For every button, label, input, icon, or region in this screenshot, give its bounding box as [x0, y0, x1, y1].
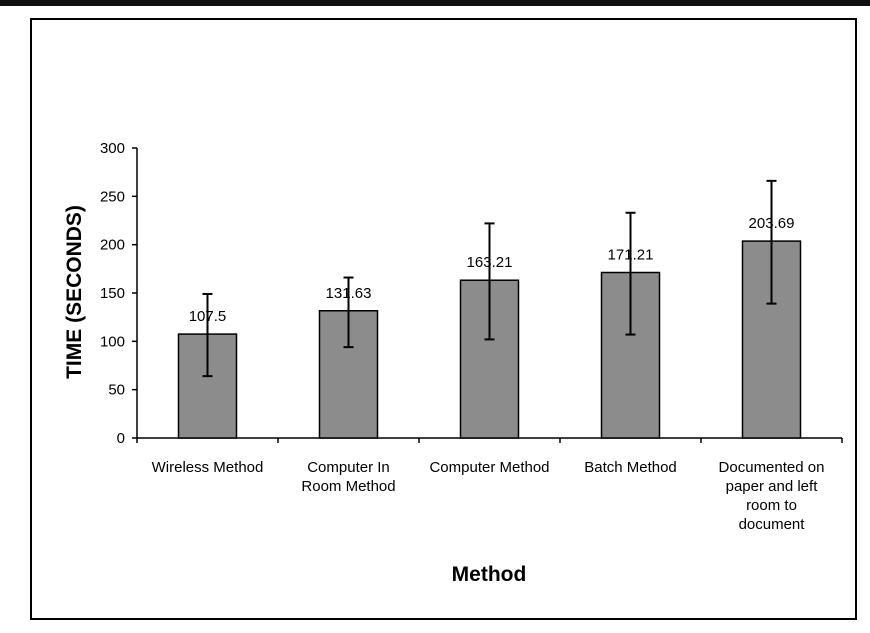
y-tick-label: 100 [100, 333, 125, 350]
x-axis: Wireless Method Computer In Room Method Com… [136, 437, 843, 533]
x-category-label: document [739, 516, 806, 533]
y-axis: 0 50 100 150 200 250 300 [100, 140, 138, 447]
x-category-label: room to [746, 497, 797, 514]
x-category-label: paper and left [726, 478, 819, 495]
data-label: 171.21 [608, 246, 654, 263]
x-category-label: Documented on [719, 459, 825, 476]
y-tick-label: 300 [100, 140, 125, 157]
chart-frame [30, 18, 857, 620]
data-label: 107.5 [189, 308, 227, 325]
data-label: 203.69 [749, 215, 795, 232]
x-category-label: Computer In [307, 459, 390, 476]
y-tick-label: 50 [108, 382, 125, 399]
x-category-label: Wireless Method [152, 459, 264, 476]
x-category-label: Computer Method [429, 459, 549, 476]
top-border-bar [0, 0, 870, 6]
data-labels: 107.5 131.63 163.21 171.21 203.69 [189, 215, 795, 325]
x-category-label: Room Method [301, 478, 395, 495]
y-tick-label: 200 [100, 237, 125, 254]
data-label: 131.63 [326, 285, 372, 302]
data-label: 163.21 [467, 254, 513, 271]
x-axis-title: Method [452, 563, 527, 586]
bars [177, 179, 802, 439]
y-tick-label: 150 [100, 285, 125, 302]
y-tick-label: 0 [117, 430, 125, 447]
x-category-label: Batch Method [584, 459, 677, 476]
y-tick-label: 250 [100, 188, 125, 205]
y-axis-title: TIME (SECONDS) [63, 205, 86, 379]
